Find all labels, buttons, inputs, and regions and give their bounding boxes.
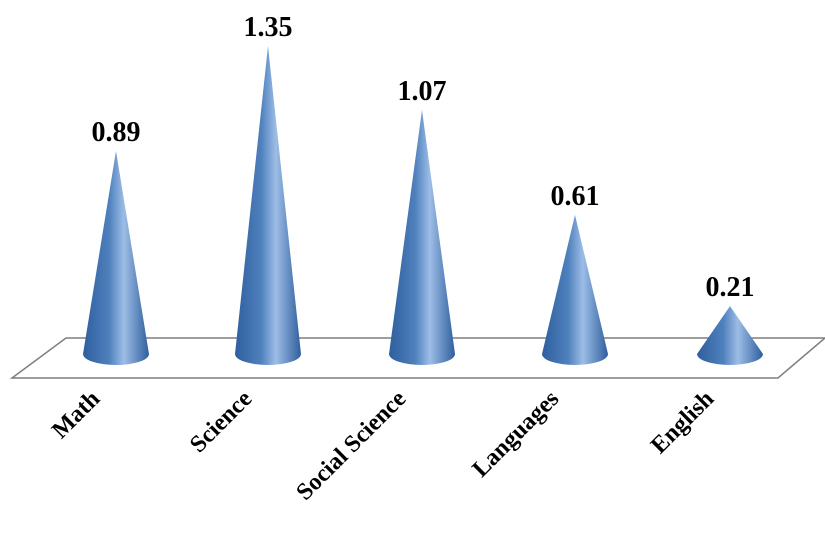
cone-english	[697, 306, 763, 365]
cone-body	[697, 306, 763, 365]
cone-body	[235, 46, 301, 365]
cone-body	[542, 214, 608, 365]
category-label: Math	[47, 386, 105, 444]
cone-science	[235, 46, 301, 365]
category-label: Languages	[468, 386, 565, 483]
data-labels: 0.89 1.35 1.07 0.61 0.21	[92, 12, 755, 303]
category-label: Social Science	[292, 386, 412, 506]
cone-series	[83, 46, 763, 365]
cone-body	[83, 150, 149, 365]
category-label: English	[646, 386, 719, 459]
data-label: 1.07	[398, 76, 447, 107]
cone-body	[389, 109, 455, 365]
data-label: 0.21	[706, 272, 755, 303]
category-label: Science	[185, 386, 257, 458]
data-label: 1.35	[244, 12, 293, 43]
category-axis-labels: Math Science Social Science Languages Englis…	[47, 386, 719, 506]
data-label: 0.61	[551, 181, 600, 212]
cone-math	[83, 150, 149, 365]
cone-social-science	[389, 109, 455, 365]
cone-languages	[542, 214, 608, 365]
data-label: 0.89	[92, 117, 141, 148]
